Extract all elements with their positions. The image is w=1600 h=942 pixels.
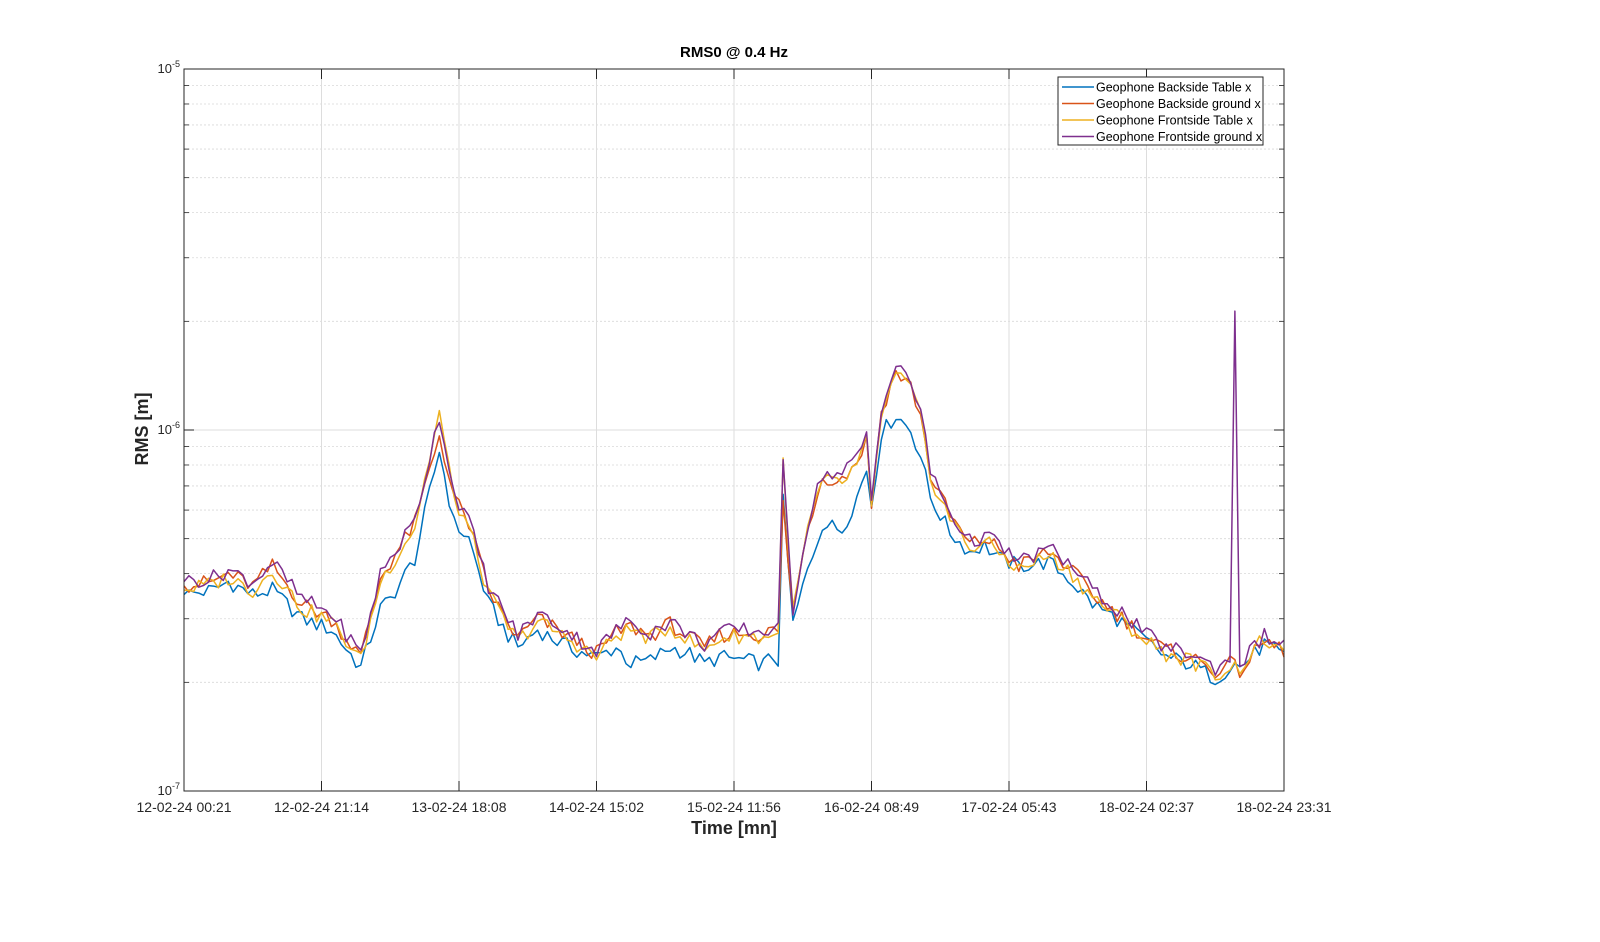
legend: Geophone Backside Table x Geophone Backsi… — [1057, 76, 1264, 146]
y-tick-label: 10-6 — [158, 420, 180, 437]
x-tick-label: 12-02-24 00:21 — [137, 799, 232, 815]
legend-entry: Geophone Backside ground x — [1096, 97, 1261, 111]
data-lines — [183, 310, 1285, 686]
y-tick-label: 10-7 — [158, 781, 180, 798]
axis-ticks — [183, 68, 1285, 792]
chart-title: RMS0 @ 0.4 Hz — [680, 44, 788, 61]
y-axis-label: RMS [m] — [132, 393, 152, 466]
x-tick-labels: 12-02-24 00:21 12-02-24 21:14 13-02-24 18:… — [137, 799, 1332, 815]
legend-box — [1057, 76, 1264, 146]
y-tick-label: 10-5 — [158, 59, 180, 76]
x-tick-label: 16-02-24 08:49 — [824, 799, 919, 815]
series-line-3 — [183, 372, 1285, 681]
x-tick-label: 17-02-24 05:43 — [962, 799, 1057, 815]
legend-entry: Geophone Frontside ground x — [1096, 130, 1263, 144]
x-tick-label: 15-02-24 11:56 — [687, 799, 781, 815]
x-tick-label: 14-02-24 15:02 — [549, 799, 644, 815]
x-tick-label: 18-02-24 23:31 — [1237, 799, 1332, 815]
legend-entry: Geophone Backside Table x — [1096, 81, 1252, 95]
x-tick-label: 18-02-24 02:37 — [1099, 799, 1194, 815]
y-tick-labels: 10-7 10-6 10-5 — [158, 59, 180, 798]
x-tick-label: 12-02-24 21:14 — [274, 799, 369, 815]
series-line-4 — [183, 310, 1285, 676]
x-axis-label: Time [mn] — [691, 818, 777, 838]
series-line-1 — [183, 418, 1285, 686]
x-tick-label: 13-02-24 18:08 — [412, 799, 507, 815]
legend-entry: Geophone Frontside Table x — [1096, 114, 1254, 128]
